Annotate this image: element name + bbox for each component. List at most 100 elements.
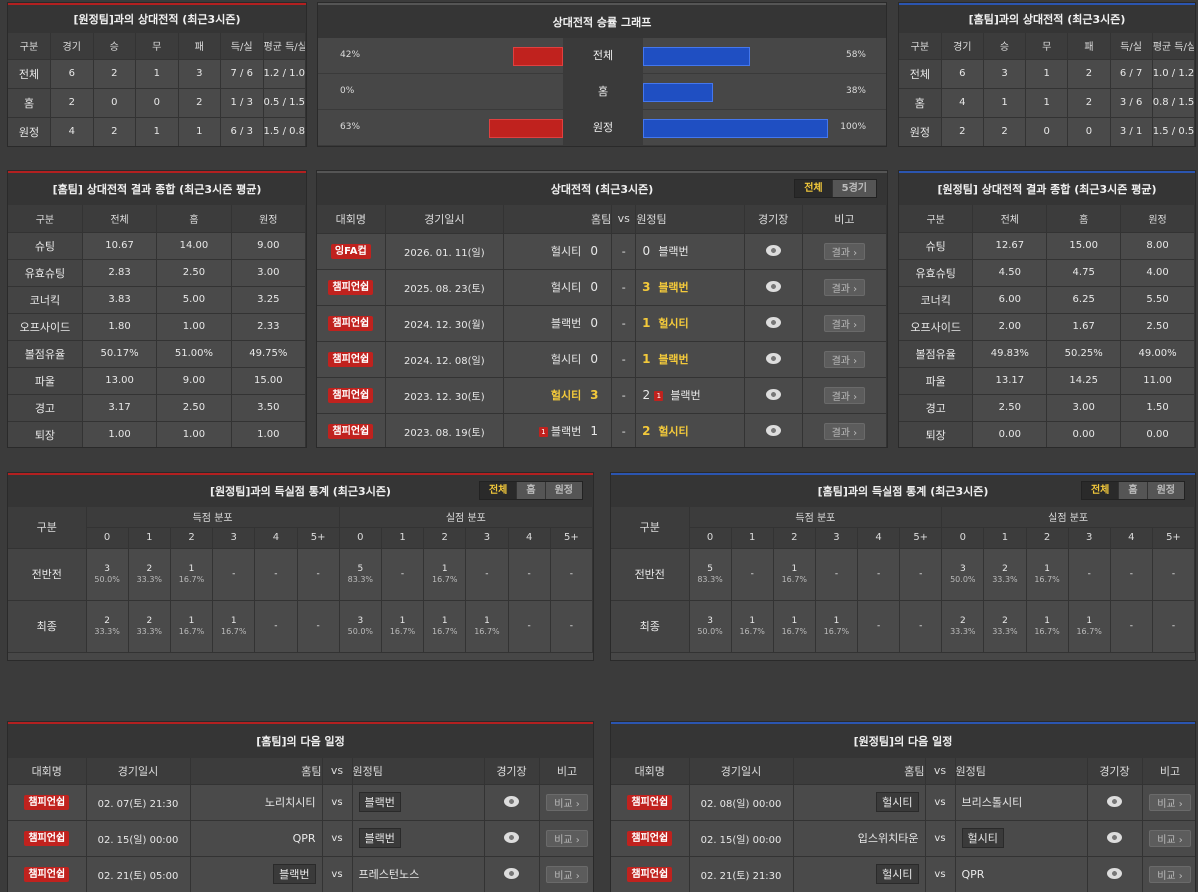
compare-button[interactable]: 비교 ›	[1149, 829, 1191, 847]
match-date: 02. 15(일) 00:00	[689, 820, 794, 857]
stadium-cell	[1087, 820, 1143, 857]
away-team-cell: 블랙번	[352, 820, 485, 857]
count-cell: -	[297, 548, 340, 601]
away-team-name: 헐시티	[961, 828, 1004, 848]
home-team-name: 헐시티	[550, 281, 582, 294]
count-cell: 3 50.0%	[86, 548, 129, 601]
count-value: 2	[146, 616, 153, 626]
cell: 5.00	[156, 286, 232, 314]
result-button[interactable]: 결과 ›	[823, 242, 866, 260]
left-percent-label: 42%	[340, 50, 361, 60]
row-label: 오프사이드	[8, 313, 83, 341]
stadium-cell	[744, 413, 803, 447]
vs-label: vs	[925, 784, 956, 821]
goal-stats-filter-toggle: 전체 홈 원정	[478, 481, 583, 500]
count-cell: 1 16.7%	[423, 600, 467, 653]
column-header: 득/실	[220, 33, 264, 60]
tab-last-5[interactable]: 5경기	[831, 180, 876, 197]
cell: 1.2 / 1.0	[263, 59, 306, 89]
result-button[interactable]: 결과 ›	[823, 422, 866, 440]
compare-button[interactable]: 비교 ›	[546, 829, 588, 847]
away-summary-panel: [원정팀] 상대전적 결과 종합 (최근3시즌 평균) 구분 전체 홈 원정 슈팅 12.…	[898, 170, 1196, 448]
tab-home[interactable]: 홈	[1118, 482, 1147, 499]
note-cell: 비교 ›	[1142, 856, 1195, 892]
row-label: 홈	[899, 88, 942, 118]
stadium-cell	[1087, 856, 1143, 892]
result-button[interactable]: 결과 ›	[823, 314, 866, 332]
bucket-header-row: 0 1 2 3 4 5+ 0 1 2 3 4 5+	[8, 527, 593, 549]
league-cell: 챔피언쉽	[317, 269, 386, 306]
count-value: 2	[1002, 564, 1008, 574]
goal-distribution-table: 구분 득점 분포 실점 분포 0 1 2 3 4 5+ 0 1 2 3 4 5+ 전반전 3 50.0% 2 33.3…	[8, 507, 593, 653]
cell: 50.25%	[1046, 340, 1122, 368]
bucket-header: 5+	[899, 527, 943, 549]
stadium-icon	[765, 389, 781, 401]
tab-all[interactable]: 전체	[479, 482, 517, 499]
column-header-away: 원정팀	[635, 205, 745, 234]
result-button[interactable]: 결과 ›	[823, 386, 866, 404]
table-row: 유효슈팅 2.83 2.50 3.00	[8, 259, 306, 287]
league-badge: 챔피언쉽	[328, 279, 374, 295]
cell: 3	[178, 59, 221, 89]
compare-button[interactable]: 비교 ›	[1149, 793, 1191, 811]
cell: 14.25	[1046, 367, 1122, 395]
column-header: 원정	[1120, 205, 1195, 233]
cell: 0	[135, 88, 179, 118]
count-cell: 3 50.0%	[689, 600, 732, 653]
cell: 14.00	[156, 232, 232, 260]
compare-button[interactable]: 비교 ›	[546, 865, 588, 883]
table-row: 코너킥 3.83 5.00 3.25	[8, 286, 306, 314]
cell: 1 / 3	[220, 88, 264, 118]
column-header-league: 대회명	[8, 758, 87, 785]
note-cell: 비교 ›	[539, 784, 593, 821]
count-value: 1	[441, 564, 448, 574]
count-cell: 5 83.3%	[339, 548, 382, 601]
tab-away[interactable]: 원정	[544, 482, 582, 499]
bucket-header: 4	[254, 527, 298, 549]
row-label: 전반전	[611, 548, 690, 601]
cell: 4.00	[1120, 259, 1195, 287]
count-cell: -	[508, 548, 551, 601]
league-badge: 챔피언쉽	[627, 866, 673, 882]
row-label: 원정	[8, 117, 51, 146]
count-cell: -	[899, 548, 943, 601]
count-cell: 1 16.7%	[465, 600, 509, 653]
home-team-cell: 노리치시티	[190, 784, 323, 821]
cell: 1.5 / 0.5	[1152, 117, 1195, 146]
compare-button[interactable]: 비교 ›	[1149, 865, 1191, 883]
row-label: 유효슈팅	[899, 259, 974, 287]
away-team-name: 블랙번	[358, 828, 401, 848]
home-summary-panel: [홈팀] 상대전적 결과 종합 (최근3시즌 평균) 구분 전체 홈 원정 슈팅 10.6…	[7, 170, 307, 448]
result-button[interactable]: 결과 ›	[823, 350, 866, 368]
table-row: 경고 3.17 2.50 3.50	[8, 394, 306, 422]
home-team-cell: 입스위치타운	[793, 820, 926, 857]
bucket-header: 1	[731, 527, 774, 549]
goal-stats-filter-toggle: 전체 홈 원정	[1080, 481, 1185, 500]
column-header: 구분	[899, 33, 942, 60]
count-value: -	[316, 568, 320, 579]
cell: 1.67	[1046, 313, 1122, 341]
tab-all[interactable]: 전체	[795, 180, 832, 197]
home-team-name: 블랙번	[550, 317, 582, 330]
count-value: 3	[104, 564, 110, 574]
percent-value: 16.7%	[432, 627, 458, 636]
group-header-row: 구분 득점 분포 실점 분포	[611, 507, 1195, 549]
count-cell: -	[857, 600, 901, 653]
stadium-cell	[484, 820, 540, 857]
count-cell: -	[815, 548, 859, 601]
count-cell: 5 83.3%	[689, 548, 732, 601]
percent-value: 16.7%	[1034, 627, 1060, 636]
stadium-cell	[1087, 784, 1143, 821]
result-button[interactable]: 결과 ›	[823, 278, 866, 296]
tab-away[interactable]: 원정	[1146, 482, 1184, 499]
percent-value: 16.7%	[221, 627, 247, 636]
away-team-cell: 2 헐시티	[635, 413, 745, 447]
bucket-header: 3	[465, 527, 509, 549]
cell: 2	[93, 59, 136, 89]
row-label: 볼점유율	[8, 340, 83, 368]
column-header-league: 대회명	[611, 758, 690, 785]
tab-home[interactable]: 홈	[516, 482, 545, 499]
tab-all[interactable]: 전체	[1081, 482, 1119, 499]
score-separator: -	[611, 269, 637, 306]
compare-button[interactable]: 비교 ›	[546, 793, 588, 811]
